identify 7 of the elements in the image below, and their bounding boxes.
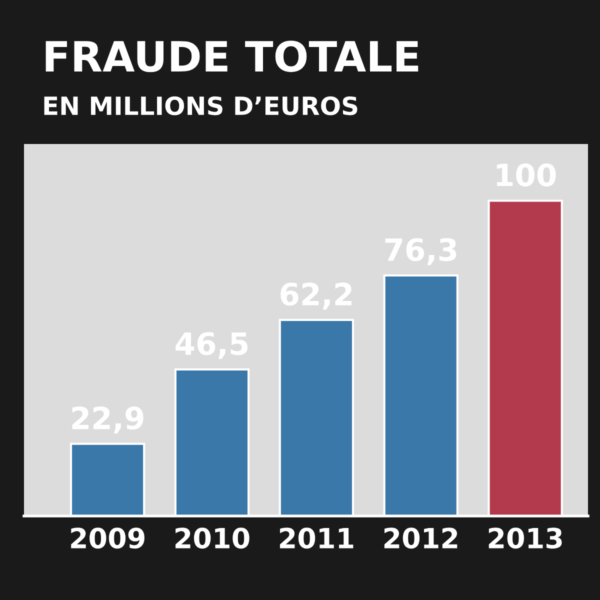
x-tick-label: 2013	[488, 528, 562, 549]
x-tick-label: 2011	[280, 528, 354, 549]
chart-subtitle: EN MILLIONS D’EUROS	[44, 96, 358, 116]
x-tick-label: 2012	[384, 528, 458, 549]
x-tick-label: 2010	[176, 528, 250, 549]
x-tick-label: 2009	[71, 528, 144, 549]
chart-title: FRAUDE TOTALE	[46, 40, 418, 72]
